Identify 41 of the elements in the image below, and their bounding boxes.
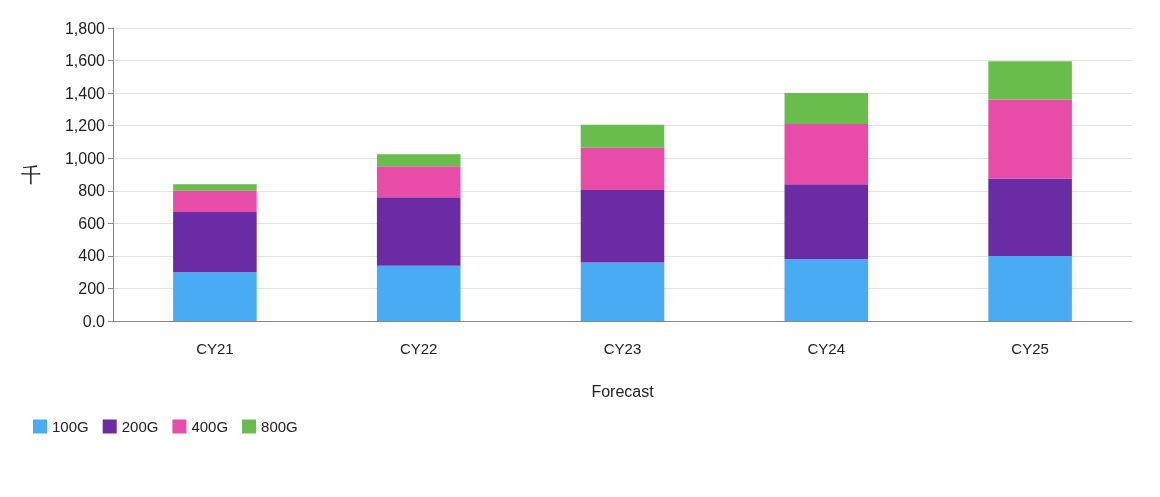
bar xyxy=(784,93,869,125)
y-tick-label: 600 xyxy=(78,214,106,232)
bar xyxy=(376,154,461,167)
bar xyxy=(988,255,1072,321)
bar xyxy=(580,124,665,148)
bar xyxy=(580,262,665,321)
bar xyxy=(580,147,665,190)
y-tick-label: 1,200 xyxy=(64,117,106,135)
legend-label: 400G xyxy=(191,418,229,435)
x-tick-label: CY25 xyxy=(1011,340,1049,357)
x-tick-label: CY22 xyxy=(399,340,438,357)
x-axis-title: Forecast xyxy=(591,382,655,400)
bar xyxy=(784,184,869,260)
legend-label: 200G xyxy=(121,418,159,435)
y-tick-label: 200 xyxy=(78,279,106,297)
bar xyxy=(173,272,257,321)
y-tick-label: 800 xyxy=(78,182,106,200)
bar xyxy=(173,211,257,273)
bar xyxy=(580,189,665,263)
bar xyxy=(376,265,461,321)
x-tick-label: CY21 xyxy=(196,340,234,357)
bar xyxy=(784,124,869,185)
bar xyxy=(173,190,257,212)
x-tick-label: CY23 xyxy=(603,340,642,357)
legend-label: 800G xyxy=(261,418,298,435)
y-tick-label: 400 xyxy=(78,247,106,265)
bar xyxy=(173,184,257,191)
y-axis-title: 千 xyxy=(21,163,41,186)
bar xyxy=(988,99,1072,179)
bar xyxy=(376,166,461,198)
bar xyxy=(784,259,869,321)
y-tick-label: 1,000 xyxy=(64,149,106,167)
bar xyxy=(988,61,1072,100)
y-tick-label: 1,400 xyxy=(64,84,106,102)
bar xyxy=(988,178,1072,256)
x-tick-label: CY24 xyxy=(807,340,846,357)
legend-label: 100G xyxy=(52,418,89,435)
y-tick-label: 1,800 xyxy=(64,19,106,37)
y-tick-label: 1,600 xyxy=(64,52,106,70)
y-tick-label: 0.0 xyxy=(82,312,106,330)
bar xyxy=(376,197,461,266)
